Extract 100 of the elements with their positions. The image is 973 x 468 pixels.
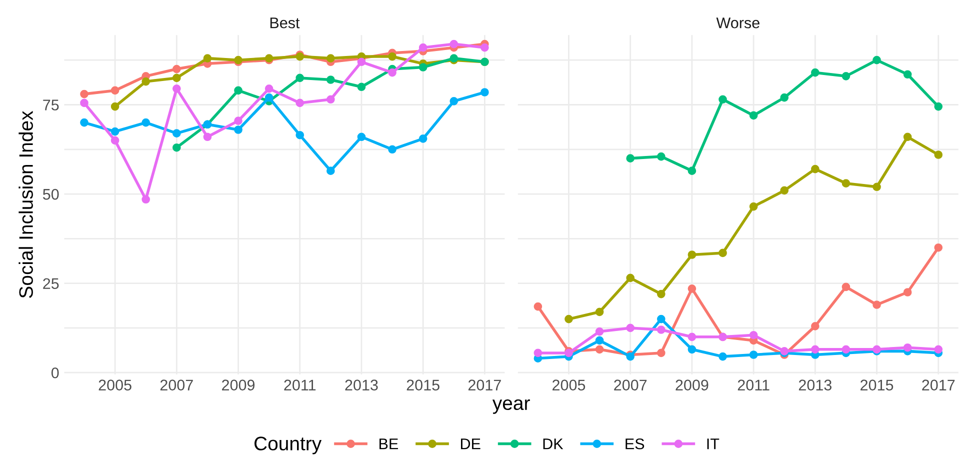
point (842, 179, 850, 188)
point (296, 98, 304, 108)
point (656, 152, 666, 161)
point (480, 88, 489, 96)
x-tick-label: 2015 (860, 380, 894, 390)
point (842, 72, 850, 80)
point (595, 308, 604, 316)
point (749, 330, 758, 340)
point (357, 58, 366, 66)
point (326, 76, 335, 84)
point (656, 290, 666, 298)
x-tick-label: 2011 (738, 380, 770, 390)
point (234, 86, 242, 95)
y-tick-label: 50 (42, 188, 59, 200)
point (842, 345, 850, 354)
point (656, 314, 666, 324)
point (811, 68, 820, 77)
point (326, 166, 335, 175)
point (718, 248, 727, 258)
point (418, 134, 428, 143)
point (110, 86, 120, 95)
legend-label: BE (380, 438, 398, 450)
point (534, 302, 542, 311)
point (450, 97, 458, 106)
x-tick-label: 2011 (284, 380, 316, 390)
point (80, 98, 88, 108)
point (934, 243, 943, 252)
point (656, 326, 666, 334)
x-tick-label: 2017 (922, 380, 955, 390)
y-tick-label: 25 (43, 278, 59, 290)
point (626, 324, 635, 332)
point (780, 186, 789, 195)
point (903, 132, 912, 142)
point (264, 93, 274, 102)
point (142, 195, 150, 204)
y-tick-label: 75 (43, 100, 59, 110)
point (688, 166, 696, 175)
x-tick-label: 2009 (222, 380, 255, 390)
point (418, 43, 428, 52)
point (172, 74, 181, 82)
point (142, 118, 150, 127)
point (357, 82, 366, 92)
point (326, 95, 335, 104)
y-axis-title: Social Inclusion Index (18, 110, 33, 298)
legend-label: DK (543, 438, 564, 450)
point (718, 95, 727, 104)
point (811, 322, 820, 330)
point (903, 343, 912, 352)
point (326, 54, 335, 62)
x-tick-label: 2013 (345, 380, 378, 390)
point (388, 68, 396, 77)
point (780, 93, 789, 102)
point (749, 202, 758, 211)
point (388, 52, 396, 61)
x-tick-label: 2005 (552, 380, 586, 390)
point (811, 164, 820, 174)
legend-label: ES (626, 438, 644, 450)
x-tick-label: 2015 (406, 380, 440, 390)
point (172, 143, 181, 152)
point (656, 348, 666, 358)
point (418, 63, 428, 72)
point (595, 336, 604, 345)
point (480, 43, 489, 52)
point (688, 250, 696, 259)
point (172, 129, 181, 138)
point (234, 126, 242, 134)
point (811, 345, 820, 354)
point (203, 54, 212, 62)
point (80, 90, 88, 98)
point (688, 284, 696, 293)
point (296, 130, 304, 140)
chart-title: Worse (716, 18, 760, 28)
point (264, 84, 274, 93)
x-tick-label: 2007 (614, 380, 647, 390)
point (234, 116, 242, 125)
legend-label: DE (461, 438, 480, 450)
x-tick-label: 2013 (798, 380, 832, 390)
point (688, 345, 696, 354)
point (203, 132, 212, 142)
point (595, 327, 604, 336)
point (903, 288, 912, 296)
point (872, 300, 881, 309)
point (626, 154, 635, 162)
point (450, 40, 458, 48)
point (934, 345, 943, 354)
point (903, 70, 912, 79)
point (749, 111, 758, 120)
y-tick-label: 0 (51, 367, 59, 378)
point (172, 84, 181, 93)
point (357, 132, 366, 142)
point (595, 345, 604, 354)
point (749, 350, 758, 359)
point (564, 314, 573, 324)
point (388, 145, 396, 154)
point (110, 136, 120, 145)
point (110, 102, 120, 111)
point (142, 77, 150, 86)
chart-title: Best (270, 18, 300, 28)
point (688, 332, 696, 342)
point (718, 352, 727, 361)
